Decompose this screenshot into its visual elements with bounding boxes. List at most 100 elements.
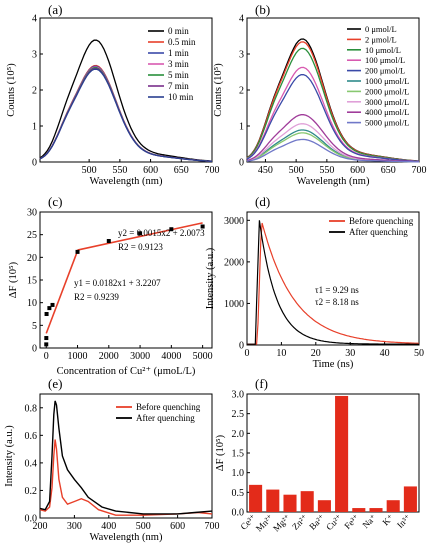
x-axis-label: Wavelength (nm): [90, 532, 163, 543]
legend-label: 5 min: [168, 70, 189, 80]
y-tick-label: 3000: [224, 216, 244, 227]
y-tick-label: 4: [239, 14, 244, 25]
series-line: [39, 68, 213, 162]
data-point: [44, 336, 49, 341]
y-tick-label: 4: [32, 14, 37, 25]
y-tick-label: 0.2: [25, 486, 38, 497]
legend-label: 1000 μmol/L: [365, 76, 409, 86]
data-point: [200, 224, 205, 229]
x-axis-label: Wavelength (nm): [297, 176, 370, 187]
x-tick-label: 300: [67, 521, 82, 532]
decay-curve: [247, 222, 420, 345]
x-tick-label: 2000: [99, 351, 119, 362]
x-tick-label: 20: [311, 348, 321, 359]
legend-label: Before quenching: [349, 216, 414, 226]
x-category-label: Mg²⁺: [271, 512, 292, 533]
legend-label: 200 μmol/L: [365, 66, 405, 76]
y-tick-label: 20: [27, 253, 37, 264]
y-tick-label: 0: [239, 341, 244, 352]
x-tick-label: 550: [112, 165, 127, 176]
x-tick-label: 700: [205, 165, 220, 176]
panel-d: (d) 0 1000 2000 3000 0 10 20 30 40 50 Time (ns) Int…: [205, 194, 424, 370]
panel-f: (f) 0.00.51.01.52.02.53.0ΔF (10⁵)Ce³⁺Mn²…: [215, 376, 420, 534]
x-tick-label: 50: [414, 348, 424, 359]
legend-label: After quenching: [136, 413, 195, 423]
y-tick-label: 0.0: [25, 514, 38, 525]
bar: [335, 395, 349, 512]
plot-frame: [39, 393, 213, 519]
y-axis-label: Counts (10⁵): [6, 63, 17, 117]
legend-label: 2 μmol/L: [365, 34, 397, 44]
x-tick-label: 600: [350, 165, 365, 176]
legend-label: 3000 μmol/L: [365, 97, 409, 107]
panel-b: (b) 0 1 2 3 4 450 500 550 600 650 700 Wavelength (n…: [213, 2, 427, 187]
x-tick-label: 500: [82, 165, 97, 176]
fit-r2-2: R2 = 0.9123: [118, 242, 163, 252]
panel-c: (c) 0 5 10 15 20 25 30 0 1000 2000 3000 4000 5000 Con…: [8, 194, 213, 377]
bar: [352, 508, 366, 512]
legend-label: 5000 μmol/L: [365, 118, 409, 128]
legend-label: 10 min: [168, 92, 194, 102]
panel-label: (a): [48, 2, 62, 17]
x-tick-label: 0: [245, 348, 250, 359]
legend-label: 4000 μmol/L: [365, 107, 409, 117]
y-tick-label: 1.5: [232, 449, 245, 460]
bar: [403, 486, 417, 512]
series-line: [39, 439, 213, 516]
x-tick-label: 3000: [130, 351, 150, 362]
y-axis-label: Counts (10⁵): [213, 63, 224, 117]
data-point: [138, 231, 143, 236]
y-tick-label: 1000: [224, 299, 244, 310]
data-point: [106, 239, 111, 244]
x-tick-label: 600: [170, 521, 185, 532]
bar: [266, 489, 280, 512]
y-tick-label: 3: [239, 50, 244, 61]
x-tick-label: 650: [381, 165, 396, 176]
y-tick-label: 2: [32, 86, 37, 97]
x-category-label: In³⁺: [395, 512, 413, 530]
y-tick-label: 25: [27, 230, 37, 241]
panel-label: (e): [48, 376, 62, 391]
data-point: [44, 312, 49, 316]
plot-frame: [246, 211, 420, 346]
y-tick-label: 0.5: [232, 488, 245, 499]
legend-label: 0 μmol/L: [365, 24, 397, 34]
legend-label: 100 μmol/L: [365, 55, 405, 65]
x-category-label: Na⁺: [360, 512, 378, 530]
x-axis-label: Wavelength (nm): [90, 176, 163, 187]
tau1-label: τ1 = 9.29 ns: [315, 285, 359, 295]
panel-label: (f): [255, 376, 268, 391]
legend-label: 10 μmol/L: [365, 45, 401, 55]
x-tick-label: 200: [33, 521, 48, 532]
x-tick-label: 1000: [68, 351, 88, 362]
tau2-label: τ2 = 8.18 ns: [315, 297, 359, 307]
x-tick-label: 700: [412, 165, 427, 176]
y-tick-label: 0.4: [25, 458, 38, 469]
y-tick-label: 0.0: [232, 508, 245, 519]
y-tick-label: 1: [239, 122, 244, 133]
legend-label: Before quenching: [136, 402, 201, 412]
y-tick-label: 10: [27, 298, 37, 309]
legend-label: 2000 μmol/L: [365, 86, 409, 96]
legend-label: 0.5 min: [168, 37, 196, 47]
series-line: [246, 47, 420, 162]
x-category-label: Cu²⁺: [324, 512, 344, 532]
y-tick-label: 0.8: [25, 403, 38, 414]
bar: [369, 508, 383, 512]
series-line: [246, 114, 419, 163]
y-tick-label: 15: [27, 276, 37, 287]
x-tick-label: 0: [44, 351, 49, 362]
series-line: [39, 39, 213, 162]
x-tick-label: 650: [174, 165, 189, 176]
x-tick-label: 450: [258, 165, 273, 176]
y-axis-label: Intensity (a.u.): [4, 425, 15, 487]
bar: [300, 491, 314, 512]
x-tick-label: 5000: [193, 351, 213, 362]
y-axis-label: Intensity (a.u.): [205, 247, 216, 309]
y-tick-label: 2.5: [232, 409, 245, 420]
x-axis-label: Concentration of Cu²⁺ (μmoL/L): [57, 366, 196, 377]
y-tick-label: 1: [32, 122, 37, 133]
x-category-label: Fe³⁺: [342, 512, 361, 531]
y-tick-label: 3: [32, 50, 37, 61]
